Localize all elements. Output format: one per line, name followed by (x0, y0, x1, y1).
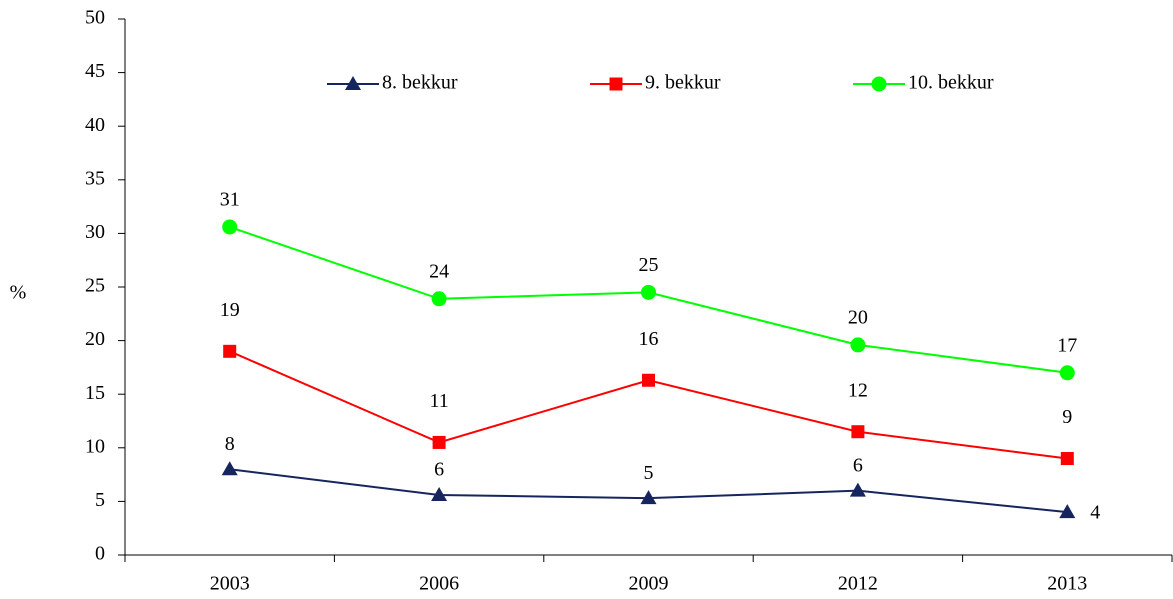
x-tick-label: 2013 (1047, 573, 1087, 595)
x-tick-label: 2012 (838, 573, 878, 595)
data-point (222, 219, 238, 235)
data-label: 4 (1090, 502, 1100, 524)
x-tick-label: 2003 (210, 573, 250, 595)
data-label: 9 (1062, 406, 1072, 428)
data-point (640, 490, 657, 505)
data-label: 8 (225, 433, 235, 455)
y-tick-label: 20 (85, 328, 105, 350)
series-line (229, 350, 1068, 460)
data-point (851, 425, 865, 439)
data-point (1060, 452, 1074, 466)
data-point (432, 435, 446, 449)
y-tick-label: 45 (85, 60, 105, 82)
y-tick-label: 5 (95, 489, 105, 511)
y-tick-label: 10 (85, 435, 105, 457)
data-point (431, 486, 448, 501)
data-label: 20 (848, 306, 868, 328)
y-tick-label: 35 (85, 167, 105, 189)
legend-marker (871, 76, 887, 92)
data-point (1059, 504, 1076, 519)
data-label: 5 (644, 462, 654, 484)
x-tick-label: 2006 (419, 573, 459, 595)
legend-label: 10. bekkur (908, 72, 994, 94)
x-tick-label: 2009 (629, 573, 669, 595)
data-point (642, 373, 655, 387)
data-point (223, 344, 237, 358)
y-tick-label: 40 (85, 114, 105, 136)
data-label: 31 (220, 189, 240, 211)
legend-label: 8. bekkur (382, 72, 458, 94)
y-tick-label: 15 (85, 382, 105, 404)
data-label: 6 (853, 454, 863, 476)
data-label: 11 (429, 390, 448, 412)
data-label: 19 (220, 299, 240, 321)
data-point (850, 337, 866, 353)
series-line (229, 226, 1068, 374)
y-tick-label: 0 (95, 543, 105, 565)
data-point (221, 461, 238, 476)
legend-marker (609, 77, 623, 91)
y-axis-label: % (10, 282, 27, 304)
data-label: 16 (639, 328, 659, 350)
data-label: 12 (848, 379, 868, 401)
data-label: 24 (429, 260, 449, 282)
y-tick-label: 50 (85, 7, 105, 29)
data-label: 17 (1057, 334, 1077, 356)
data-label: 25 (639, 254, 659, 276)
legend-marker (345, 76, 361, 90)
data-point (431, 291, 447, 307)
legend-label: 9. bekkur (645, 72, 721, 94)
y-tick-label: 30 (85, 221, 105, 243)
y-tick-label: 25 (85, 275, 105, 297)
data-point (849, 482, 866, 497)
data-point (641, 284, 656, 300)
data-point (1059, 365, 1075, 381)
data-label: 6 (434, 459, 444, 481)
